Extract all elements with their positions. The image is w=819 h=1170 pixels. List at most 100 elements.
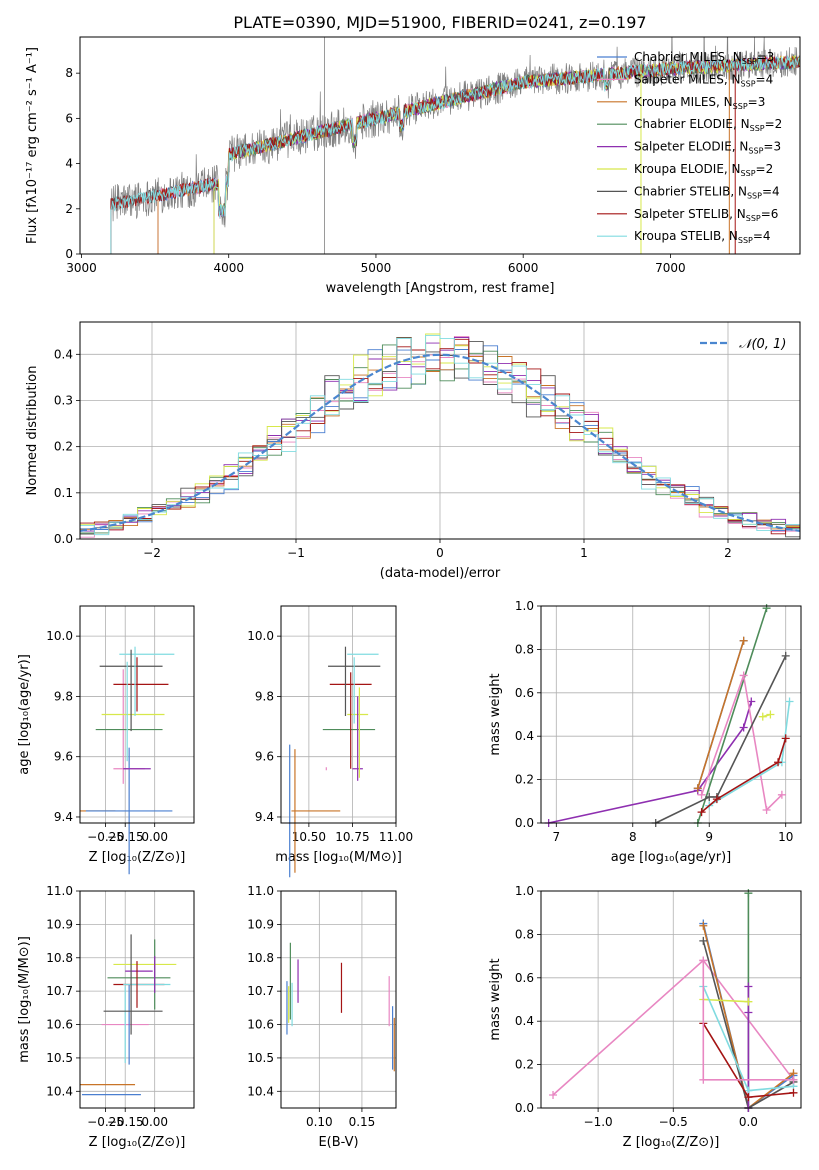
y-tick-label: 0.0 — [54, 532, 73, 546]
y-tick-label: 10.9 — [46, 917, 73, 931]
legend-label: Salpeter ELODIE, NSSP=3 — [634, 140, 781, 156]
weight-marker — [762, 805, 771, 814]
axes-frame — [79, 321, 801, 540]
y-tick-label: 0.1 — [54, 486, 73, 500]
axes-frame — [540, 890, 802, 1109]
legend-label: 𝒩(0, 1) — [739, 337, 786, 352]
weight-marker — [744, 1008, 753, 1017]
x-tick-label: 4000 — [213, 261, 244, 275]
weight-marker — [781, 734, 790, 743]
weight-line — [703, 998, 749, 1003]
y-tick-label: 10.8 — [247, 951, 274, 965]
y-tick-label: 9.8 — [255, 689, 274, 703]
weight-marker — [744, 997, 753, 1006]
x-tick-label: −0.25 — [87, 1115, 124, 1129]
mass-vs-z-axes: −0.25−0.150.00 10.4 10.5 10.6 10.7 10.8 10.9 11… — [17, 884, 195, 1150]
weight-marker — [774, 758, 783, 767]
y-tick-label: 10.5 — [46, 1051, 73, 1065]
weight-marker — [699, 956, 708, 965]
y-axis-label: mass [log₁₀(M/M⊙)] — [17, 936, 32, 1063]
x-tick-label: 0.00 — [141, 830, 168, 844]
legend-label: Kroupa STELIB, NSSP=4 — [634, 229, 771, 245]
weight-marker — [693, 784, 702, 793]
weight-marker — [739, 723, 748, 732]
y-tick-label: 11.0 — [247, 884, 274, 898]
axes-frame — [280, 890, 397, 1109]
legend-label: Chabrier MILES, NSSP=3 — [634, 50, 774, 66]
y-tick-label: 0.6 — [515, 686, 534, 700]
y-tick-label: 10.4 — [247, 1084, 274, 1098]
y-axis-label: Flux [fλ10⁻¹⁷ erg cm⁻² s⁻¹ A⁻¹] — [25, 47, 40, 244]
y-tick-label: 10.6 — [247, 1018, 274, 1032]
x-tick-label: 8 — [629, 830, 637, 844]
x-tick-label: −2 — [143, 546, 161, 560]
x-axis-label: Z [log₁₀(Z/Z⊙)] — [89, 850, 186, 865]
y-tick-label: 1.0 — [515, 884, 534, 898]
y-tick-label: 0.3 — [54, 393, 73, 407]
x-tick-label: 6000 — [508, 261, 539, 275]
residual-histogram-7 — [80, 338, 800, 535]
y-axis-label: mass weight — [488, 673, 503, 755]
weight-marker — [777, 790, 786, 799]
x-tick-label: 10.50 — [292, 830, 326, 844]
y-tick-label: 0.2 — [54, 440, 73, 454]
weight-marker — [712, 795, 721, 804]
y-tick-label: 0 — [65, 247, 73, 261]
weight-marker — [697, 790, 706, 799]
y-tick-label: 8 — [65, 66, 73, 80]
x-tick-label: −0.25 — [87, 830, 124, 844]
y-tick-label: 10.8 — [46, 951, 73, 965]
weight-marker — [699, 1075, 708, 1084]
weight-marker — [699, 936, 708, 945]
y-axis-label: Normed distribution — [25, 366, 40, 496]
legend-label: Kroupa MILES, NSSP=3 — [634, 95, 765, 111]
weight-marker — [781, 651, 790, 660]
y-axis-label: mass weight — [488, 958, 503, 1040]
y-tick-label: 0.0 — [515, 816, 534, 830]
y-tick-label: 10.5 — [247, 1051, 274, 1065]
x-tick-label: 0.10 — [306, 1115, 333, 1129]
y-tick-label: 0.4 — [515, 1014, 534, 1028]
y-tick-label: 9.6 — [54, 750, 73, 764]
weight-marker — [762, 604, 771, 613]
weight-line — [708, 701, 791, 807]
y-tick-label: 0.4 — [54, 347, 73, 361]
y-tick-label: 10.0 — [247, 629, 274, 643]
legend-label: Salpeter MILES, NSSP=4 — [634, 72, 773, 88]
y-tick-label: 4 — [65, 157, 73, 171]
x-tick-label: 3000 — [66, 261, 97, 275]
x-tick-label: 5000 — [361, 261, 392, 275]
legend-label: Kroupa ELODIE, NSSP=2 — [634, 162, 773, 178]
x-tick-label: −1 — [287, 546, 305, 560]
spectrum-axes: 3000 4000 5000 6000 7000 0 2 4 6 8 wavelength [Ang… — [25, 36, 801, 296]
weight-marker — [705, 792, 714, 801]
y-tick-label: 0.6 — [515, 971, 534, 985]
axes-frame — [79, 36, 801, 255]
x-tick-label: 10 — [778, 830, 793, 844]
weight-marker — [744, 982, 753, 991]
weight-marker — [766, 710, 775, 719]
weight-marker — [789, 1075, 798, 1084]
weight-line — [548, 701, 753, 824]
y-tick-label: 10.6 — [46, 1018, 73, 1032]
y-tick-label: 1.0 — [515, 599, 534, 613]
axes-frame — [79, 605, 195, 824]
weight-marker — [697, 808, 706, 817]
age-vs-z-axes: −0.25−0.150.00 9.4 9.6 9.8 10.0 Z [log₁₀(Z/Z⊙… — [17, 605, 195, 875]
residual-histogram-8 — [80, 334, 800, 536]
x-tick-label: −0.15 — [107, 830, 144, 844]
y-tick-label: 6 — [65, 111, 73, 125]
weight-line — [700, 672, 783, 812]
x-tick-label: 0.0 — [739, 1115, 758, 1129]
mass-weight-vs-age-axes: 7 8 9 10 0.0 0.2 0.4 0.6 0.8 1.0 age [log₁₀(age/yr… — [488, 599, 802, 865]
x-tick-label: −0.5 — [659, 1115, 688, 1129]
y-tick-label: 9.4 — [54, 810, 73, 824]
x-tick-label: 7 — [552, 830, 560, 844]
y-tick-label: 9.8 — [54, 689, 73, 703]
mass-weight-vs-z-axes: −1.0 −0.5 0.0 0.0 0.2 0.4 0.6 0.8 1.0 Z [log₁₀(Z/… — [488, 884, 802, 1150]
y-tick-label: 10.7 — [46, 984, 73, 998]
legend-label: Chabrier STELIB, NSSP=4 — [634, 184, 780, 200]
y-tick-label: 0.2 — [515, 773, 534, 787]
y-tick-label: 10.9 — [247, 917, 274, 931]
